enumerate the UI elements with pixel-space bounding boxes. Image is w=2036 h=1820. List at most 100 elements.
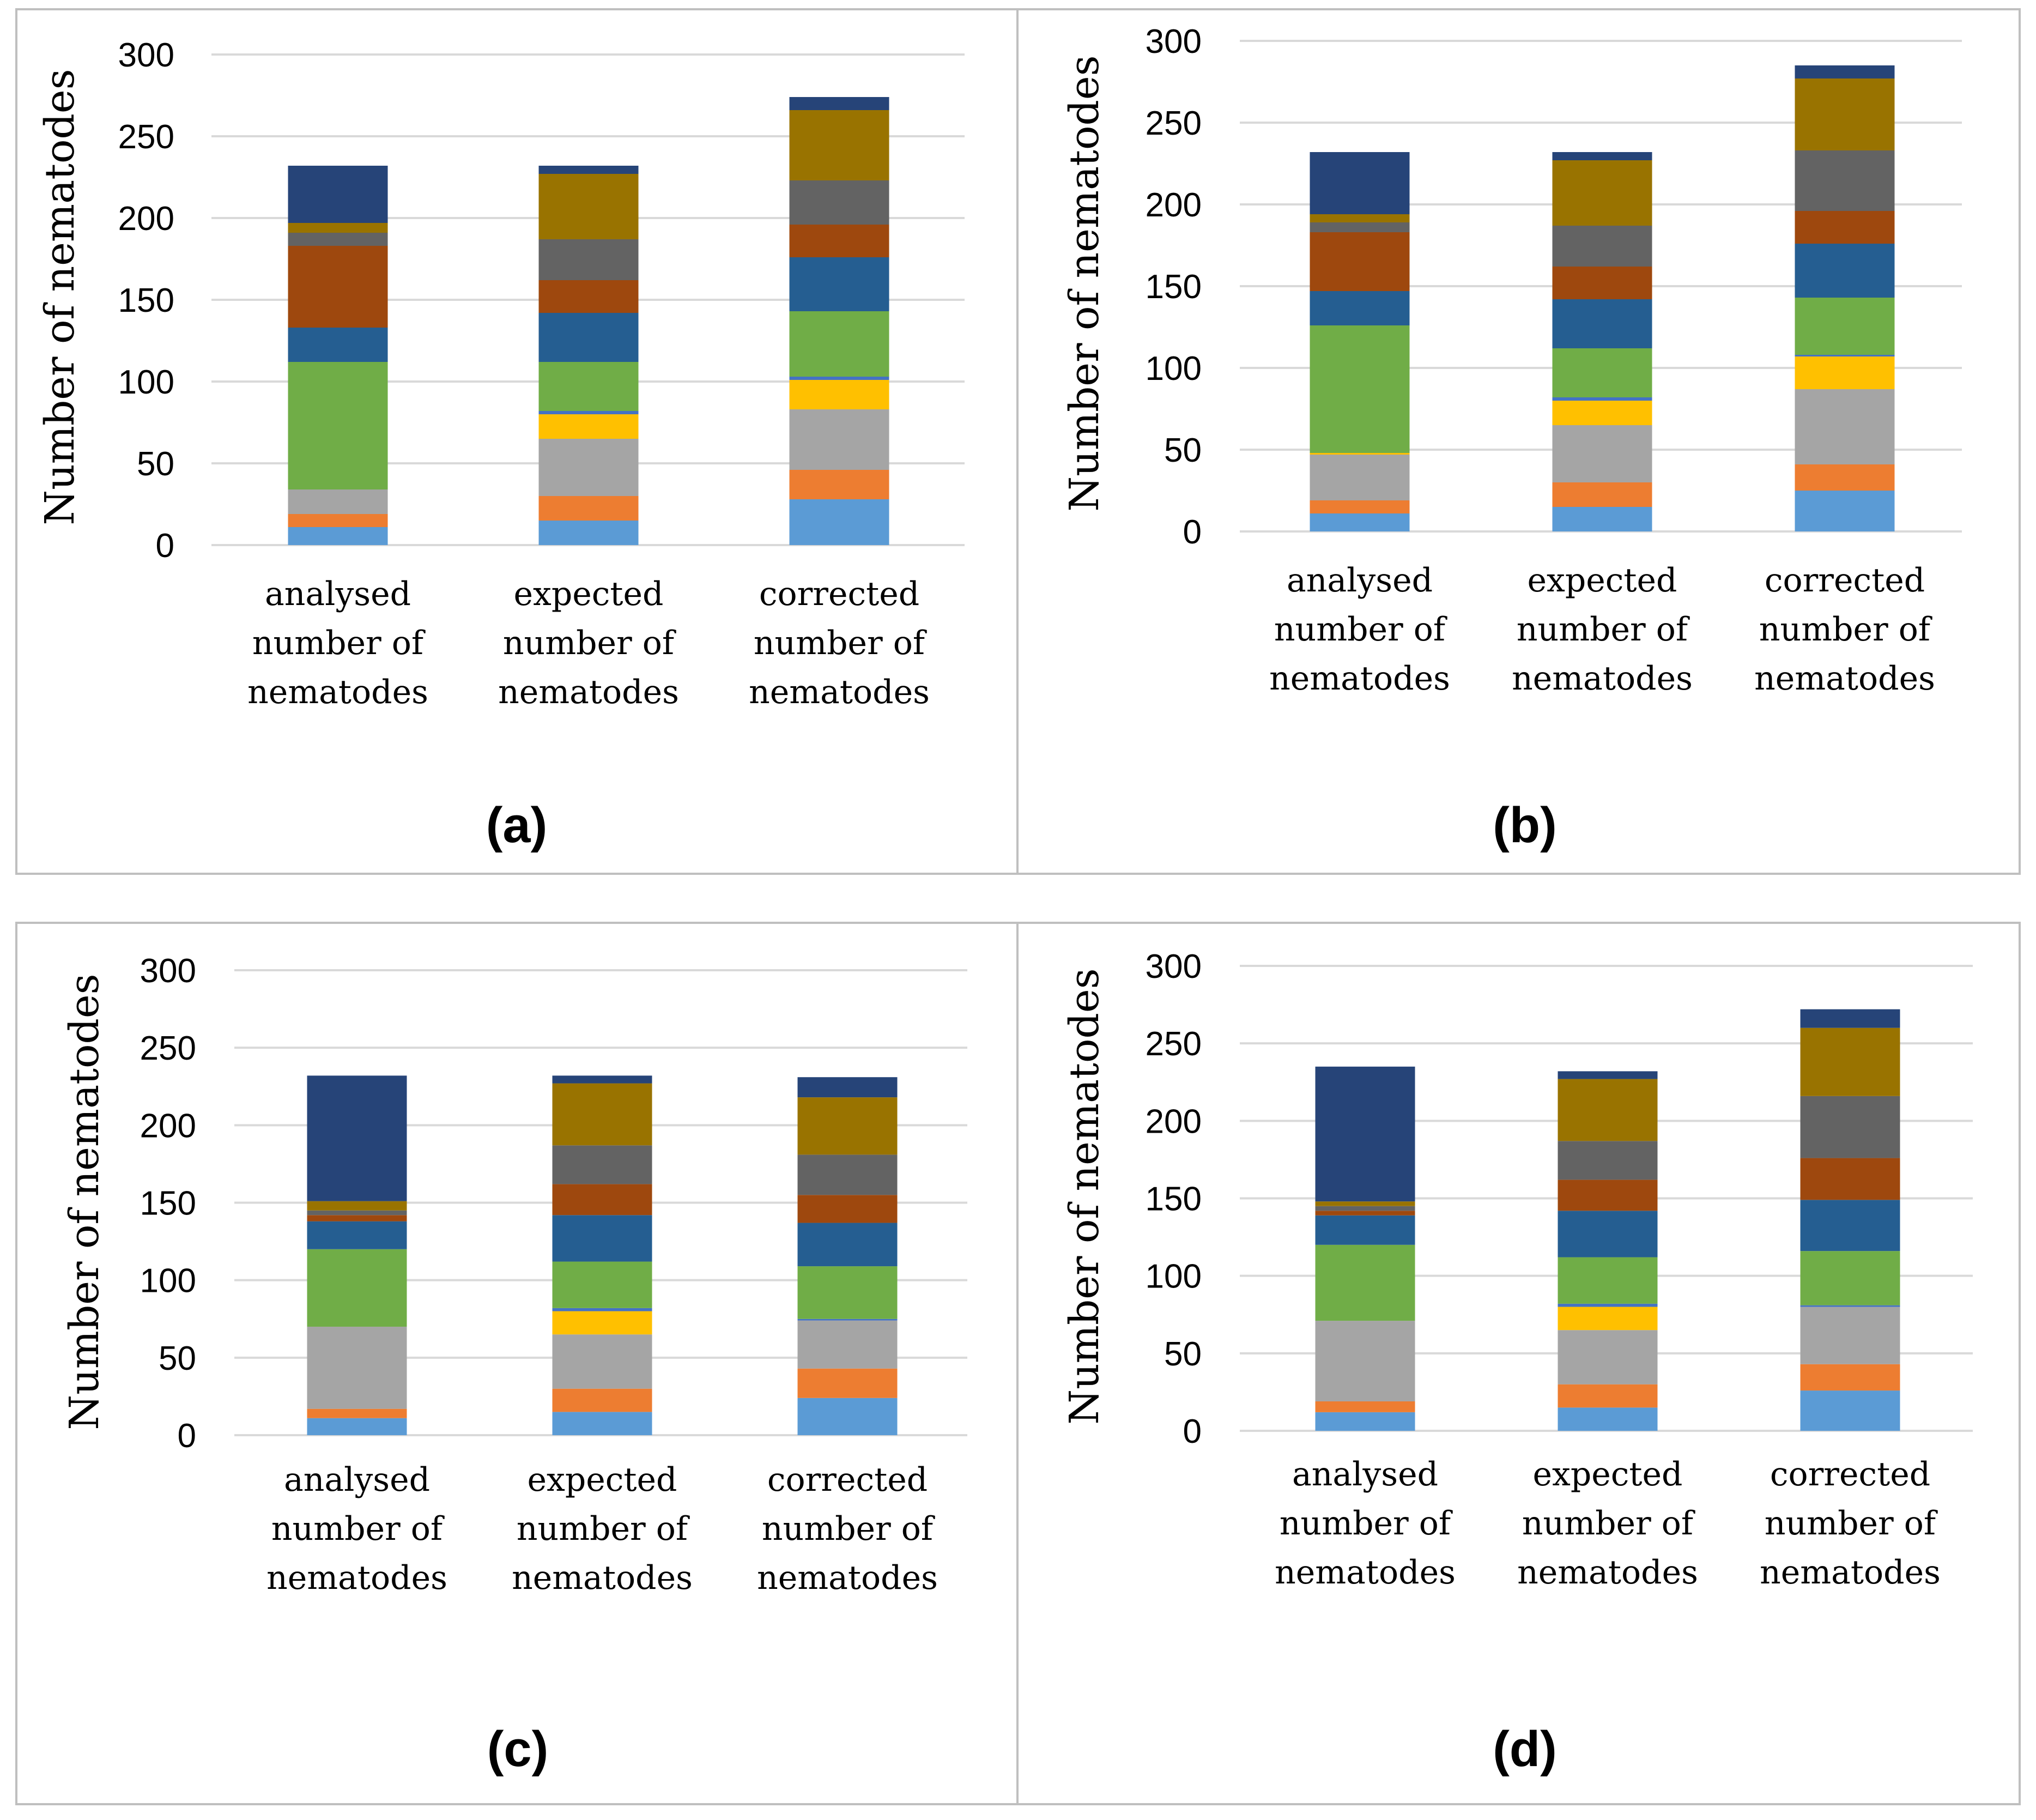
y-axis-title: Number of nematodes (61, 974, 108, 1430)
x-category-label: nematodes (749, 673, 930, 711)
bar-segment (552, 1412, 652, 1435)
bar-segment (288, 223, 388, 233)
bar-segment (1795, 298, 1895, 355)
x-category-label: nematodes (266, 1559, 447, 1597)
bar-segment (797, 1195, 898, 1223)
bar-segment (538, 166, 639, 174)
y-tick-label: 200 (118, 200, 174, 238)
bar-segment (1795, 78, 1895, 150)
bar-segment (307, 1249, 407, 1327)
x-category-label: number of (271, 1510, 445, 1548)
bar-segment (307, 1221, 407, 1249)
x-category-label: number of (1517, 610, 1690, 649)
bar-segment (1310, 232, 1410, 291)
stacked-bar (307, 1075, 407, 1435)
bar-segment (797, 1320, 898, 1369)
bar-segment (552, 1215, 652, 1262)
y-tick-label: 50 (1164, 1335, 1202, 1373)
bar-segment (1800, 1200, 1900, 1251)
x-category-label: number of (762, 1510, 935, 1548)
y-tick-label: 0 (156, 527, 174, 565)
chart-panel-c: 0 50 100 150 200 250 300 Number of nematodes ana… (61, 952, 967, 1777)
stacked-bar (1310, 152, 1410, 531)
figure-frame (15, 8, 2021, 1805)
x-category-label: nematodes (498, 673, 679, 711)
bar-segment (1552, 267, 1652, 299)
bar-segment (307, 1075, 407, 1201)
bar-segment (1558, 1211, 1658, 1257)
bar-segment (1795, 491, 1895, 531)
y-tick-label: 200 (140, 1107, 196, 1145)
bar-segment (552, 1308, 652, 1311)
y-tick-label: 50 (137, 445, 174, 483)
bar-segment (552, 1334, 652, 1389)
bar-segment (1795, 211, 1895, 244)
x-category-label: number of (1280, 1504, 1453, 1543)
y-tick-label: 0 (1183, 1413, 1202, 1450)
y-tick-label: 150 (140, 1185, 196, 1223)
x-category-label: number of (1765, 1504, 1938, 1543)
x-category-label: nematodes (1512, 660, 1693, 698)
bar-segment (797, 1097, 898, 1155)
bar-segment (797, 1223, 898, 1267)
bar-segment (1558, 1407, 1658, 1431)
bar-segment (1552, 397, 1652, 401)
bar-segment (789, 311, 889, 377)
bar-segment (538, 174, 639, 239)
bar-segment (288, 514, 388, 527)
bar-segment (789, 380, 889, 409)
bar-segment (1558, 1257, 1658, 1304)
x-category-label: nematodes (1754, 660, 1935, 698)
bar-segment (1552, 482, 1652, 507)
stacked-bar (789, 97, 889, 545)
stacked-bar (797, 1077, 898, 1435)
x-category-label: analysed (1287, 561, 1433, 600)
bar-segment (1800, 1364, 1900, 1391)
chart-panel-d: 0 50 100 150 200 250 300 Number of nematodes ana… (1061, 948, 1973, 1777)
bar-segment (1315, 1066, 1415, 1202)
bar-segment (1552, 425, 1652, 482)
x-category-label: nematodes (1760, 1553, 1941, 1592)
stacked-bar (1558, 1071, 1658, 1431)
bar-segment (789, 409, 889, 470)
y-tick-label: 50 (1164, 432, 1202, 469)
bar-segment (288, 489, 388, 514)
y-tick-label: 300 (118, 37, 174, 74)
bar-segment (1310, 455, 1410, 500)
bar-segment (1310, 325, 1410, 453)
bar-segment (307, 1201, 407, 1211)
x-category-label: analysed (1292, 1455, 1438, 1494)
y-tick-label: 0 (178, 1417, 196, 1455)
bar-segment (1800, 1009, 1900, 1028)
y-tick-label: 200 (1146, 186, 1202, 224)
bar-segment (1558, 1079, 1658, 1141)
bar-segment (1552, 160, 1652, 226)
bar-segment (797, 1077, 898, 1098)
x-category-label: expected (514, 575, 664, 613)
x-category-label: expected (1533, 1455, 1683, 1494)
stacked-bar (288, 166, 388, 545)
bar-segment (1315, 1244, 1415, 1321)
x-category-label: nematodes (247, 673, 428, 711)
bars (288, 97, 889, 545)
bar-segment (797, 1266, 898, 1319)
bar-segment (1795, 464, 1895, 491)
chart-panel-a: 0 50 100 150 200 250 300 Number of nematodes ana… (37, 37, 965, 853)
y-tick-label: 0 (1183, 513, 1202, 551)
y-tick-label: 100 (118, 364, 174, 401)
bar-segment (789, 257, 889, 311)
bar-segment (1800, 1390, 1900, 1431)
bar-segment (1795, 355, 1895, 356)
x-category-label: analysed (265, 575, 411, 613)
x-category-label: nematodes (757, 1559, 938, 1597)
bar-segment (1800, 1096, 1900, 1158)
bar-segment (552, 1184, 652, 1216)
chart-panel-b: 0 50 100 150 200 250 300 Number of nematodes ana… (1061, 23, 1962, 853)
bar-segment (1558, 1330, 1658, 1384)
y-axis-title: Number of nematodes (1061, 55, 1108, 511)
x-category-label: analysed (284, 1461, 430, 1499)
bars (1310, 65, 1895, 531)
bar-segment (307, 1215, 407, 1222)
y-tick-label: 300 (140, 952, 196, 990)
